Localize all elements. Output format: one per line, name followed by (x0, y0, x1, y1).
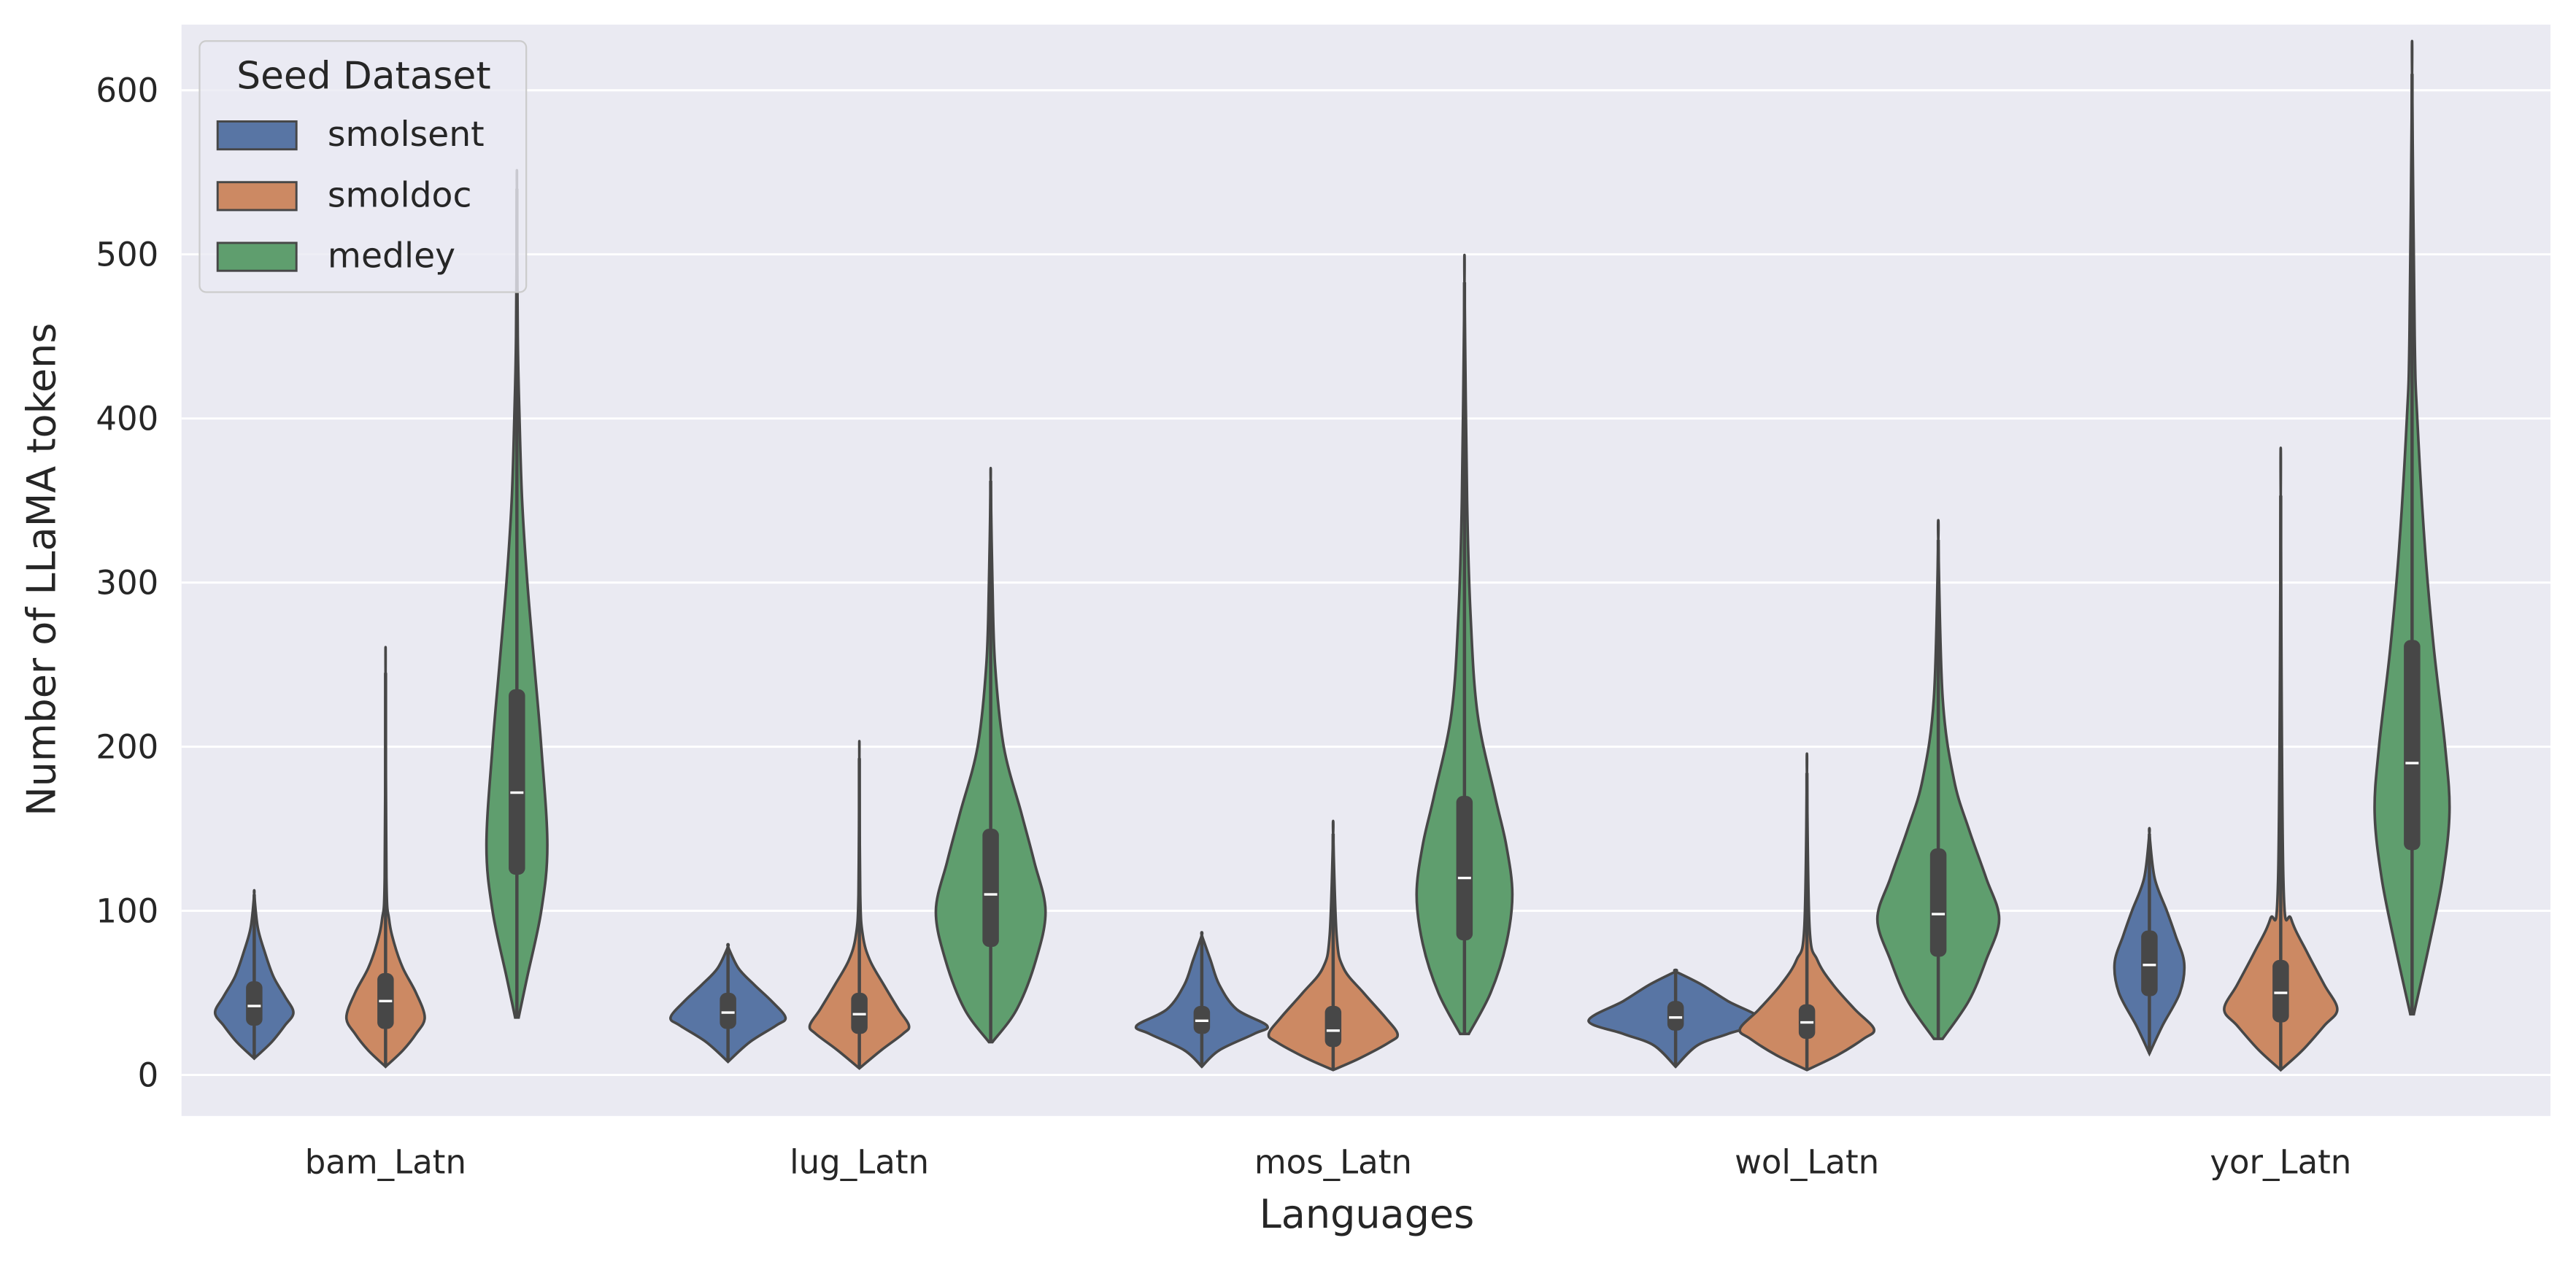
iqr-box (509, 689, 525, 875)
y-tick-label: 600 (96, 71, 158, 109)
iqr-box (720, 993, 736, 1029)
x-tick-label: wol_Latn (1735, 1143, 1879, 1182)
legend-label: smolsent (328, 115, 485, 155)
iqr-box (1667, 1001, 1684, 1031)
violin-smolsent-mos_Latn (1134, 931, 1269, 1069)
x-tick-label: mos_Latn (1254, 1143, 1412, 1182)
iqr-box (246, 981, 263, 1026)
iqr-box (1456, 796, 1473, 941)
legend-swatch-smolsent (216, 120, 298, 151)
iqr-box (2272, 960, 2289, 1023)
legend-title: Seed Dataset (236, 54, 490, 98)
legend-box (198, 40, 528, 293)
violin-smoldoc-wol_Latn (1738, 752, 1876, 1072)
violin-smoldoc-mos_Latn (1267, 819, 1400, 1072)
y-axis-label: Number of LLaMA tokens (18, 323, 64, 816)
legend-swatch-smoldoc (216, 181, 298, 212)
violin-smolsent-lug_Latn (669, 942, 787, 1064)
violin-smolsent-bam_Latn (213, 889, 295, 1061)
iqr-box (2141, 930, 2158, 996)
violin-smoldoc-yor_Latn (2223, 446, 2339, 1072)
iqr-box (2404, 640, 2421, 851)
y-tick-label: 200 (96, 727, 158, 766)
legend: Seed Dataset smolsent smoldoc medley (198, 40, 528, 293)
y-tick-label: 0 (138, 1056, 159, 1094)
legend-label: medley (328, 236, 455, 276)
violin-smolsent-yor_Latn (2113, 827, 2186, 1057)
plot-background (181, 24, 2550, 1116)
violin-smoldoc-lug_Latn (808, 740, 911, 1070)
violin-medley-wol_Latn (1875, 519, 2001, 1040)
violin-medley-lug_Latn (934, 466, 1047, 1044)
legend-swatch-medley (216, 241, 298, 272)
x-tick-label: bam_Latn (305, 1143, 466, 1182)
violin-medley-mos_Latn (1415, 254, 1514, 1036)
iqr-box (1929, 848, 1947, 957)
iqr-box (982, 829, 999, 948)
x-tick-label: lug_Latn (790, 1143, 929, 1182)
y-tick-label: 300 (96, 563, 158, 602)
y-tick-label: 400 (96, 399, 158, 438)
violin-smolsent-wol_Latn (1587, 968, 1765, 1069)
legend-label: smoldoc (328, 175, 472, 215)
x-axis-label: Languages (1260, 1191, 1475, 1237)
violin-smoldoc-bam_Latn (344, 646, 426, 1069)
violin-medley-yor_Latn (2373, 39, 2451, 1016)
x-tick-label: yor_Latn (2210, 1143, 2351, 1182)
y-tick-label: 500 (96, 235, 158, 274)
iqr-box (1324, 1006, 1342, 1048)
violin-medley-bam_Latn (485, 169, 549, 1019)
y-tick-label: 100 (96, 891, 158, 930)
